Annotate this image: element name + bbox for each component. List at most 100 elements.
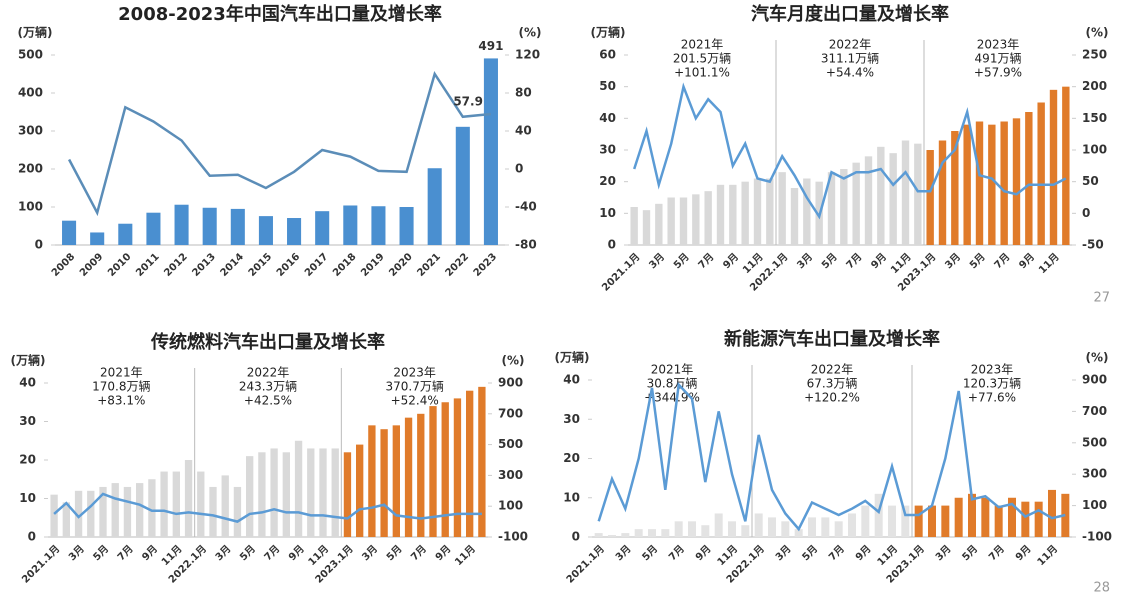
chart-title: 传统燃料汽车出口量及增长率 [150, 331, 385, 353]
bar [608, 535, 616, 537]
bar [781, 521, 790, 537]
bar [621, 533, 630, 537]
bar [118, 223, 133, 245]
bar [766, 178, 774, 245]
bar [246, 456, 254, 537]
bar [294, 440, 303, 537]
bar [1021, 501, 1030, 537]
bar [1048, 489, 1056, 537]
bar [1008, 497, 1016, 537]
page-number: 28 [1093, 581, 1110, 596]
bar [754, 513, 763, 537]
bar [174, 204, 189, 245]
bar [74, 490, 83, 537]
annotation: 2021年 [100, 366, 143, 380]
annotation: 2023年 [971, 363, 1014, 377]
y2-tick-label: 300 [498, 468, 523, 482]
bar [111, 483, 119, 537]
bar [429, 406, 437, 537]
y-tick-label: 0 [572, 530, 580, 544]
bar [62, 502, 70, 537]
y2-tick-label: -40 [515, 200, 537, 214]
bar [821, 517, 830, 537]
bar [888, 505, 896, 537]
data-label: 57.9 [453, 94, 483, 108]
annotation: +83.1% [97, 394, 145, 408]
y2-tick-label: 700 [498, 406, 523, 420]
bar [688, 521, 696, 537]
y-axis-label: (万辆) [555, 350, 590, 365]
bar [926, 150, 934, 245]
line [597, 381, 1066, 532]
bar [50, 494, 58, 537]
annotation: +57.9% [974, 66, 1022, 80]
bar [914, 143, 922, 245]
bar [404, 417, 413, 537]
annotation: 311.1万辆 [821, 52, 879, 66]
bar [630, 207, 638, 245]
bar [655, 203, 663, 245]
bar [1037, 102, 1045, 245]
bar [427, 168, 442, 245]
bar [441, 402, 449, 537]
y2-tick-label: 100 [1082, 498, 1107, 512]
bar [716, 184, 725, 245]
bar [704, 191, 712, 245]
y2-tick-label: -100 [1082, 530, 1112, 544]
bar [794, 529, 803, 537]
bar [874, 493, 883, 537]
y-tick-label: 400 [18, 86, 43, 100]
annotation: 243.3万辆 [239, 380, 297, 394]
y-tick-label: 40 [563, 373, 580, 387]
bar [1062, 86, 1070, 246]
bar [852, 162, 860, 245]
y-tick-label: 100 [18, 200, 43, 214]
y-tick-label: 0 [28, 530, 36, 544]
bar [319, 448, 327, 537]
bar [287, 218, 302, 245]
bar [981, 497, 990, 537]
bar [466, 390, 474, 537]
bar [453, 398, 462, 537]
annotation: 491万辆 [975, 52, 1022, 66]
bar [941, 505, 950, 537]
bar [99, 486, 107, 537]
bar [674, 521, 683, 537]
bar [478, 386, 486, 537]
annotation: 2022年 [829, 38, 872, 52]
y2-tick-label: 500 [498, 437, 523, 451]
y2-tick-label: -80 [515, 238, 537, 252]
annotation: 201.5万辆 [673, 52, 731, 66]
y2-axis-label: (%) [502, 354, 525, 368]
annotation: +42.5% [244, 394, 292, 408]
bar [951, 131, 959, 245]
data-label: 491 [478, 39, 503, 53]
bar [963, 124, 971, 245]
bar [233, 486, 242, 537]
annotation: 370.7万辆 [385, 380, 443, 394]
bar [968, 493, 976, 537]
y-tick-label: 10 [563, 490, 580, 504]
bar [172, 471, 180, 537]
y-axis-label: (万辆) [11, 353, 46, 368]
bar [954, 497, 963, 537]
y2-axis-label: (%) [1086, 26, 1109, 40]
bar [209, 486, 217, 537]
bar [315, 211, 330, 245]
bar [87, 490, 95, 537]
y2-tick-label: 0 [515, 162, 523, 176]
bar [399, 207, 414, 245]
bar [343, 452, 352, 537]
bar [901, 140, 910, 245]
y2-axis-label: (%) [1086, 351, 1109, 365]
y2-tick-label: 120 [515, 48, 540, 62]
y2-tick-label: 40 [515, 124, 532, 138]
bar [197, 471, 205, 537]
annotation: 2023年 [393, 366, 436, 380]
y2-tick-label: -50 [1082, 238, 1104, 252]
y-tick-label: 10 [19, 491, 36, 505]
annotation: 67.3万辆 [807, 377, 858, 391]
bar [123, 486, 132, 537]
y2-tick-label: 100 [498, 499, 523, 513]
